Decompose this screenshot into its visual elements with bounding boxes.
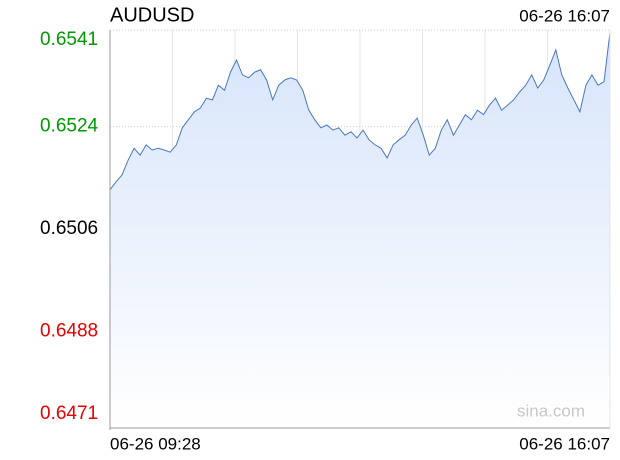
chart-title: AUDUSD — [110, 4, 194, 26]
x-tick-label: 06-26 09:28 — [110, 434, 201, 453]
watermark: sina.com — [517, 401, 585, 420]
y-tick-label: 0.6524 — [40, 116, 99, 137]
price-line — [109, 32, 611, 191]
y-tick-label: 0.6471 — [40, 403, 98, 424]
time-label: 06-26 16:07 — [519, 6, 610, 25]
y-tick-label: 0.6488 — [40, 320, 98, 341]
y-tick-label: 0.6541 — [40, 29, 98, 50]
area — [110, 32, 610, 429]
x-tick-label: 06-26 16:07 — [519, 434, 610, 453]
y-tick-label: 0.6506 — [40, 218, 98, 239]
